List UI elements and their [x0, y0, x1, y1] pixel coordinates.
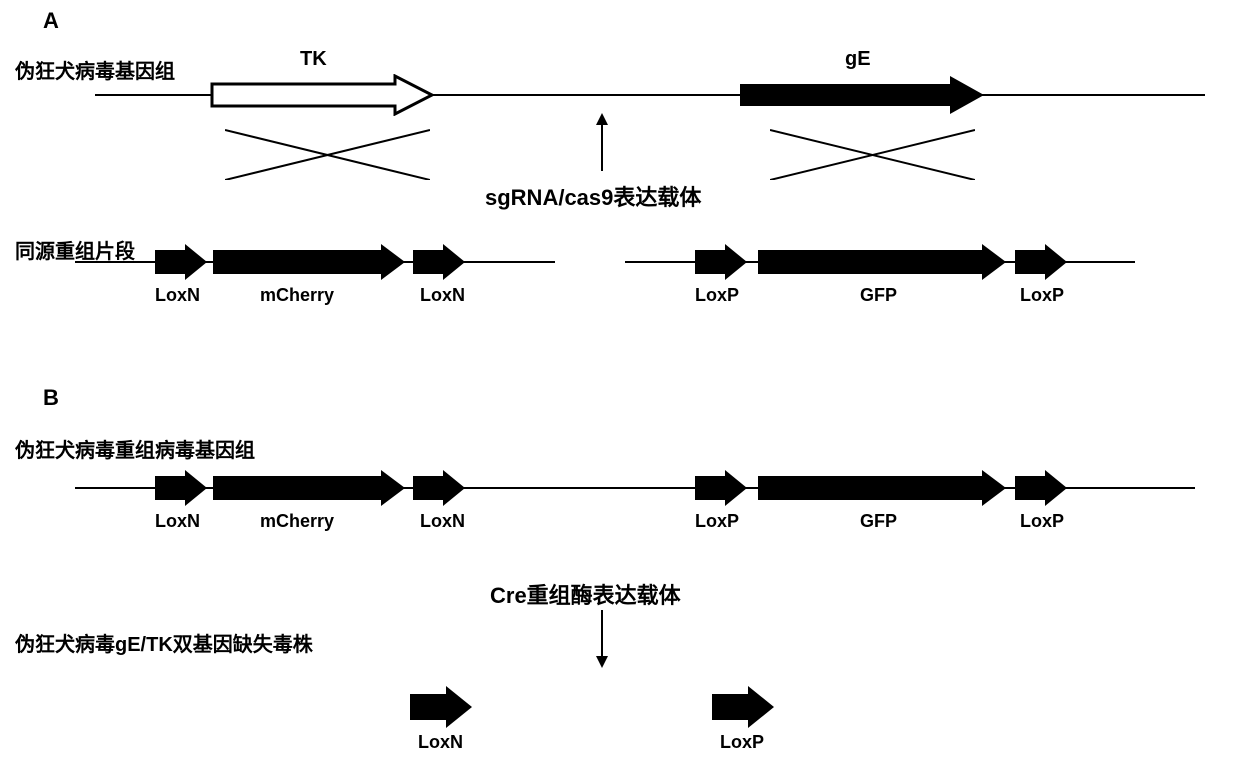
loxn-arrow-a1 — [155, 244, 207, 280]
loxp-label-b1: LoxP — [695, 511, 739, 532]
loxn-final-arrow — [410, 686, 472, 728]
panel-a-label: A — [43, 8, 59, 34]
sgrna-label: sgRNA/cas9表达载体 — [485, 180, 701, 212]
recomb-genome-label: 伪狂犬病毒重组病毒基因组 — [15, 434, 255, 463]
gfp-label-b: GFP — [860, 511, 897, 532]
mcherry-arrow-a — [213, 244, 405, 280]
loxp-final-label: LoxP — [720, 732, 764, 753]
mcherry-arrow-b — [213, 470, 405, 506]
mcherry-label-a: mCherry — [260, 285, 334, 306]
double-del-label: 伪狂犬病毒gE/TK双基因缺失毒株 — [15, 628, 313, 657]
cross-tk — [225, 128, 430, 180]
tk-label: TK — [300, 48, 327, 71]
loxp-label-b2: LoxP — [1020, 511, 1064, 532]
ge-label: gE — [845, 48, 871, 71]
loxn-arrow-a2 — [413, 244, 465, 280]
panel-b-label: B — [43, 385, 59, 411]
loxp-label-a1: LoxP — [695, 285, 739, 306]
loxn-label-b1: LoxN — [155, 511, 200, 532]
ge-gene-arrow — [740, 76, 985, 114]
cre-arrow — [592, 610, 612, 668]
loxp-arrow-b1 — [695, 470, 747, 506]
gfp-label-a: GFP — [860, 285, 897, 306]
loxn-label-a1: LoxN — [155, 285, 200, 306]
mcherry-label-b: mCherry — [260, 511, 334, 532]
tk-gene-arrow — [210, 74, 435, 116]
loxp-label-a2: LoxP — [1020, 285, 1064, 306]
loxn-label-a2: LoxN — [420, 285, 465, 306]
loxn-arrow-b2 — [413, 470, 465, 506]
gfp-arrow-b — [758, 470, 1006, 506]
loxn-final-label: LoxN — [418, 732, 463, 753]
loxp-arrow-a2 — [1015, 244, 1067, 280]
cross-ge — [770, 128, 975, 180]
sgrna-arrow — [592, 113, 612, 171]
cre-label: Cre重组酶表达载体 — [490, 578, 681, 610]
gfp-arrow-a — [758, 244, 1006, 280]
loxp-arrow-b2 — [1015, 470, 1067, 506]
hom-label: 同源重组片段 — [15, 235, 135, 264]
loxn-arrow-b1 — [155, 470, 207, 506]
loxp-arrow-a1 — [695, 244, 747, 280]
loxn-label-b2: LoxN — [420, 511, 465, 532]
loxp-final-arrow — [712, 686, 774, 728]
genome-label-a: 伪狂犬病毒基因组 — [15, 55, 175, 84]
